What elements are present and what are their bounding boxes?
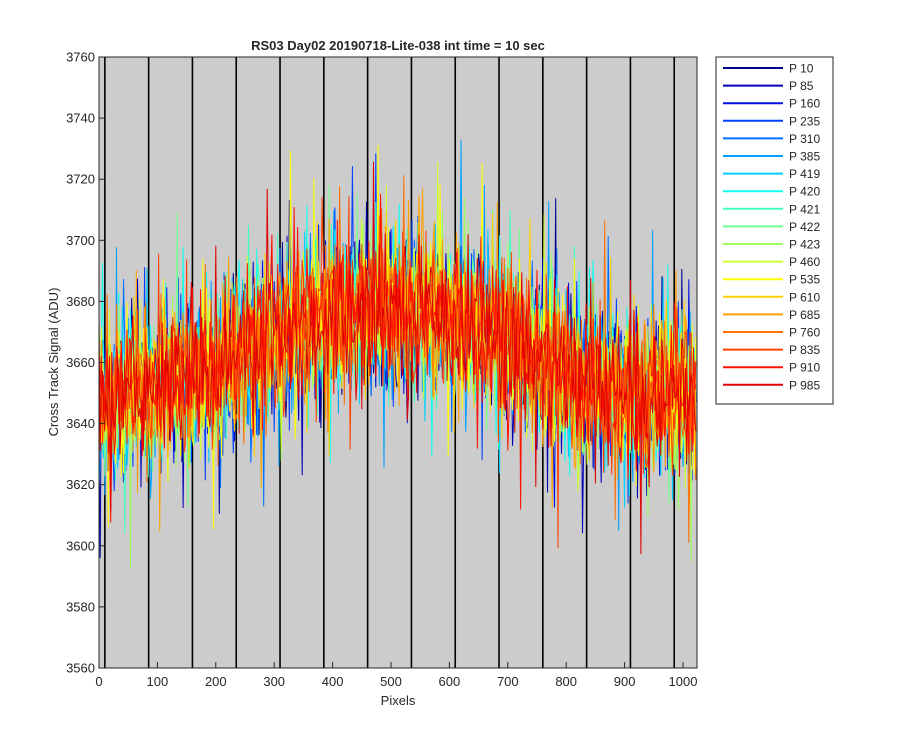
x-tick-label: 0 xyxy=(95,674,102,689)
legend-label: P 423 xyxy=(789,238,820,252)
plot-area xyxy=(98,139,697,569)
legend-label: P 420 xyxy=(789,185,820,199)
legend-label: P 235 xyxy=(789,114,820,128)
y-tick-label: 3580 xyxy=(66,599,95,614)
legend-label: P 910 xyxy=(789,361,820,375)
legend: P 10 P 85 P 160 P 235 P 310 P 385 P 419 P 420 P … xyxy=(715,56,834,405)
x-tick-label: 1000 xyxy=(669,674,698,689)
y-tick-label: 3660 xyxy=(66,355,95,370)
legend-label: P 760 xyxy=(789,326,820,340)
legend-label: P 385 xyxy=(789,150,820,164)
chart-title: RS03 Day02 20190718-Lite-038 int time = … xyxy=(251,38,545,53)
y-tick-label: 3720 xyxy=(66,172,95,187)
y-tick-label: 3760 xyxy=(66,50,95,65)
x-tick-label: 400 xyxy=(322,674,344,689)
y-tick-label: 3640 xyxy=(66,416,95,431)
x-tick-label: 100 xyxy=(147,674,169,689)
legend-label: P 310 xyxy=(789,132,820,146)
x-tick-label: 800 xyxy=(555,674,577,689)
legend-box xyxy=(715,56,834,405)
legend-label: P 10 xyxy=(789,62,814,76)
legend-label: P 419 xyxy=(789,167,820,181)
legend-label: P 160 xyxy=(789,97,820,111)
y-tick-label: 3700 xyxy=(66,233,95,248)
x-tick-label: 900 xyxy=(614,674,636,689)
y-tick-label: 3600 xyxy=(66,538,95,553)
x-tick-label: 300 xyxy=(263,674,285,689)
legend-label: P 985 xyxy=(789,378,820,392)
x-axis-label: Pixels xyxy=(381,693,416,708)
legend-label: P 421 xyxy=(789,202,820,216)
x-tick-label: 200 xyxy=(205,674,227,689)
x-tick-label: 700 xyxy=(497,674,519,689)
legend-label: P 85 xyxy=(789,79,814,93)
legend-label: P 610 xyxy=(789,290,820,304)
x-tick-label: 600 xyxy=(439,674,461,689)
x-tick-label: 500 xyxy=(380,674,402,689)
y-tick-label: 3740 xyxy=(66,111,95,126)
y-axis-label: Cross Track Signal (ADU) xyxy=(46,288,61,437)
y-tick-label: 3620 xyxy=(66,477,95,492)
legend-label: P 535 xyxy=(789,273,820,287)
x-axis: 0 100 200 300 400 500 600 700 800 900 1000 xyxy=(95,662,697,689)
y-tick-label: 3560 xyxy=(66,661,95,676)
legend-label: P 835 xyxy=(789,343,820,357)
series-line-p-985 xyxy=(98,161,697,555)
legend-label: P 422 xyxy=(789,220,820,234)
legend-label: P 685 xyxy=(789,308,820,322)
y-tick-label: 3680 xyxy=(66,294,95,309)
y-axis: 3560 3580 3600 3620 3640 3660 3680 3700 3720 3740… xyxy=(66,50,105,676)
legend-label: P 460 xyxy=(789,255,820,269)
